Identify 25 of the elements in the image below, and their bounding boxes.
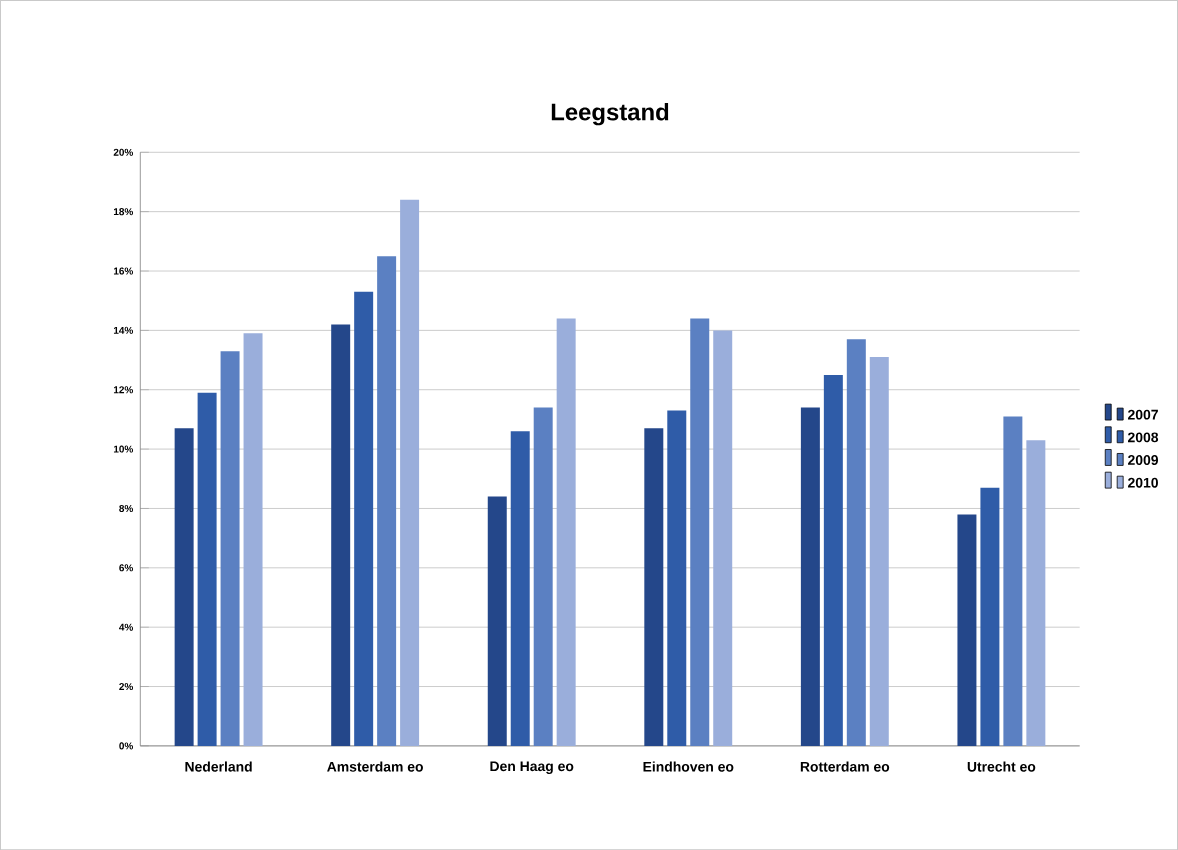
bar xyxy=(400,199,420,746)
bar xyxy=(220,351,240,746)
bar xyxy=(510,431,530,746)
bar xyxy=(980,487,1000,746)
bar xyxy=(487,496,507,746)
bar xyxy=(957,514,977,746)
bar xyxy=(377,256,397,746)
bar xyxy=(667,410,687,746)
bar xyxy=(869,356,889,746)
bar xyxy=(690,318,710,746)
bar xyxy=(174,428,194,746)
bar xyxy=(243,333,263,746)
bar xyxy=(556,318,576,746)
bar xyxy=(533,407,553,746)
bar xyxy=(354,291,374,746)
bar xyxy=(644,428,664,746)
bar xyxy=(331,324,351,746)
bar xyxy=(1003,416,1023,746)
bar xyxy=(800,407,820,746)
chart-title: Leegstand xyxy=(551,102,669,126)
bar xyxy=(823,374,843,746)
bar xyxy=(713,330,733,746)
bar xyxy=(197,392,217,746)
bar xyxy=(1026,440,1046,746)
bar xyxy=(846,339,866,746)
